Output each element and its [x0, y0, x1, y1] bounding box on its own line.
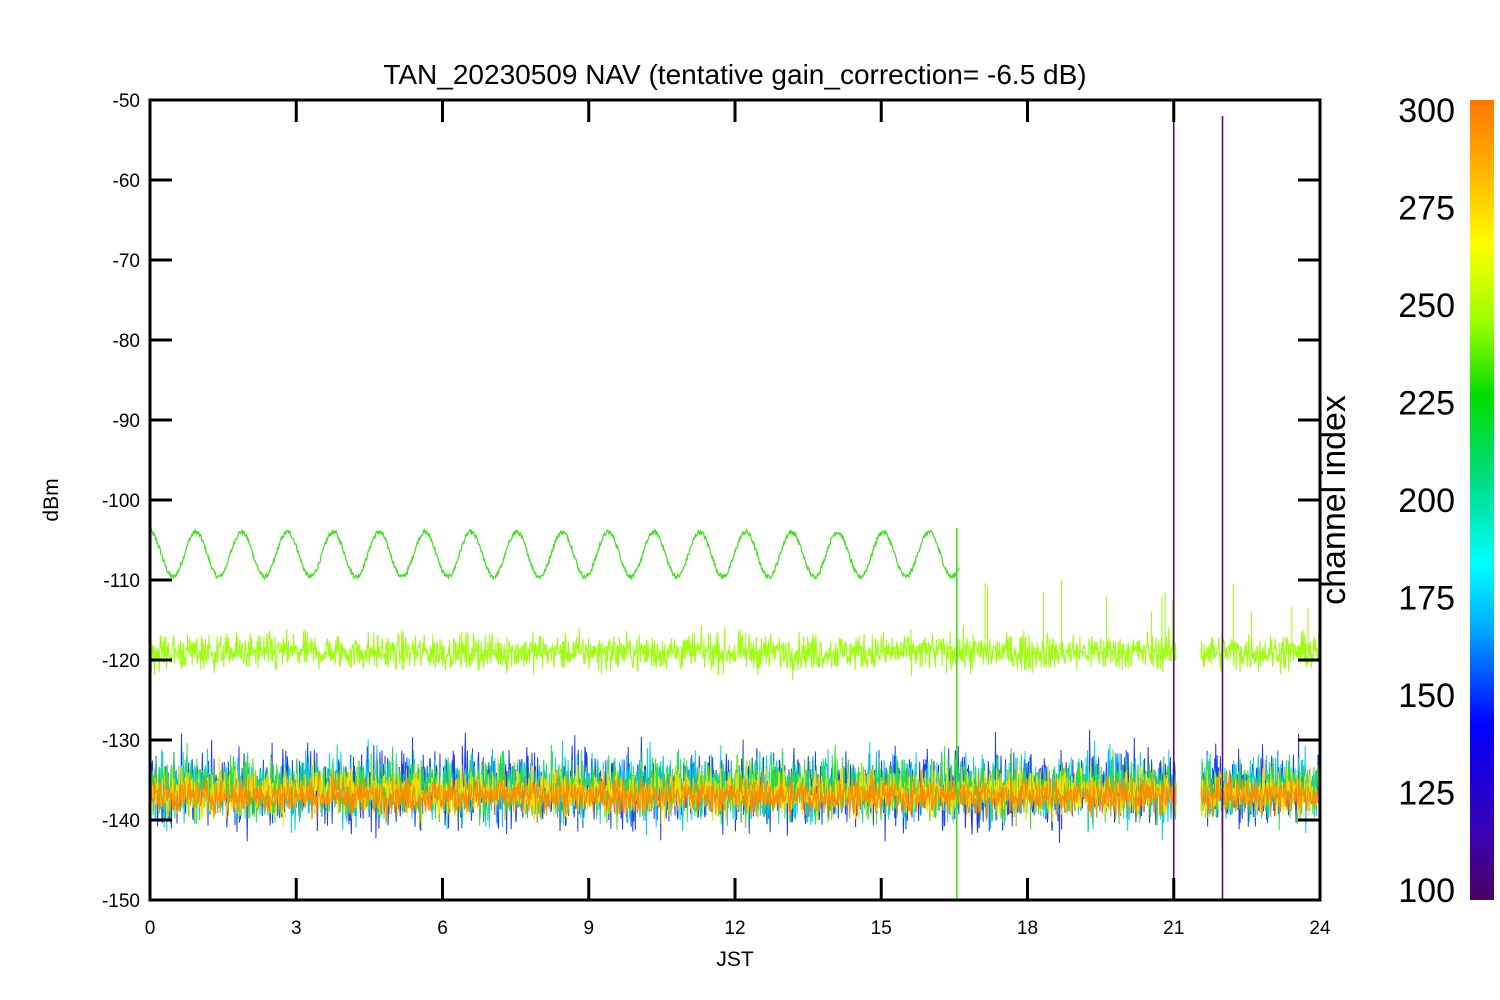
x-tick-label: 3	[291, 918, 302, 939]
y-tick-label: -90	[113, 411, 140, 432]
colorbar-tick-label: 175	[1398, 580, 1455, 618]
x-axis-title: JST	[716, 948, 754, 971]
colorbar-tick-label: 200	[1398, 482, 1455, 520]
series-line-ch295	[150, 768, 1320, 824]
colorbar-tick-label: 100	[1398, 872, 1455, 910]
y-tick-label: -140	[102, 811, 140, 832]
series-line-ch240	[150, 527, 960, 581]
colorbar-tick-label: 225	[1398, 385, 1455, 423]
colorbar-tick-label: 275	[1398, 190, 1455, 228]
plot-area	[150, 116, 1320, 900]
chart-title: TAN_20230509 NAV (tentative gain_correct…	[383, 59, 1086, 90]
y-tick-label: -150	[102, 891, 140, 912]
y-axis-title: dBm	[40, 478, 63, 521]
y-tick-label: -120	[102, 651, 140, 672]
colorbar-title: channel index	[1315, 395, 1353, 605]
colorbar	[1470, 100, 1494, 900]
series-line-ch255	[150, 624, 1320, 680]
x-tick-label: 15	[871, 918, 892, 939]
y-axis: -50 -60 -70 -80 -90 -100 -110 -120 -130 -140 -150	[102, 91, 1320, 912]
y-tick-label: -100	[102, 491, 140, 512]
x-axis: 0 3 6 9 12 15 18 21 24	[145, 100, 1331, 939]
x-tick-label: 24	[1309, 918, 1331, 939]
colorbar-ticks: 100 125 150 175 200 225 250 275 300	[1398, 92, 1455, 910]
x-tick-label: 12	[724, 918, 745, 939]
y-tick-label: -130	[102, 731, 140, 752]
colorbar-tick-label: 250	[1398, 287, 1455, 325]
y-tick-label: -60	[113, 171, 140, 192]
x-tick-label: 9	[583, 918, 594, 939]
y-tick-label: -70	[113, 251, 140, 272]
colorbar-tick-label: 300	[1398, 92, 1455, 130]
x-tick-label: 18	[1017, 918, 1038, 939]
y-tick-label: -50	[113, 91, 140, 112]
x-tick-label: 21	[1163, 918, 1184, 939]
colorbar-tick-label: 125	[1398, 775, 1455, 813]
series-line-ch270	[150, 755, 1320, 831]
y-tick-label: -110	[103, 571, 140, 592]
x-tick-label: 0	[145, 918, 156, 939]
y-tick-label: -80	[113, 331, 140, 352]
x-tick-label: 6	[437, 918, 448, 939]
colorbar-tick-label: 150	[1398, 677, 1455, 715]
